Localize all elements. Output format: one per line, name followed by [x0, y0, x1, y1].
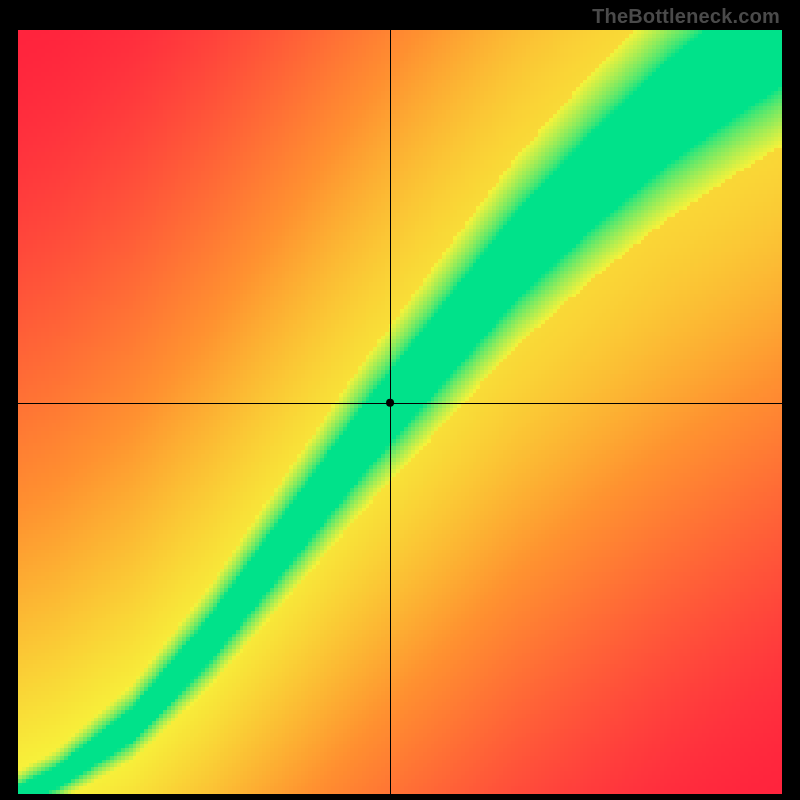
- watermark-text: TheBottleneck.com: [592, 6, 780, 29]
- bottleneck-heatmap: [18, 30, 782, 794]
- chart-container: TheBottleneck.com: [0, 0, 800, 800]
